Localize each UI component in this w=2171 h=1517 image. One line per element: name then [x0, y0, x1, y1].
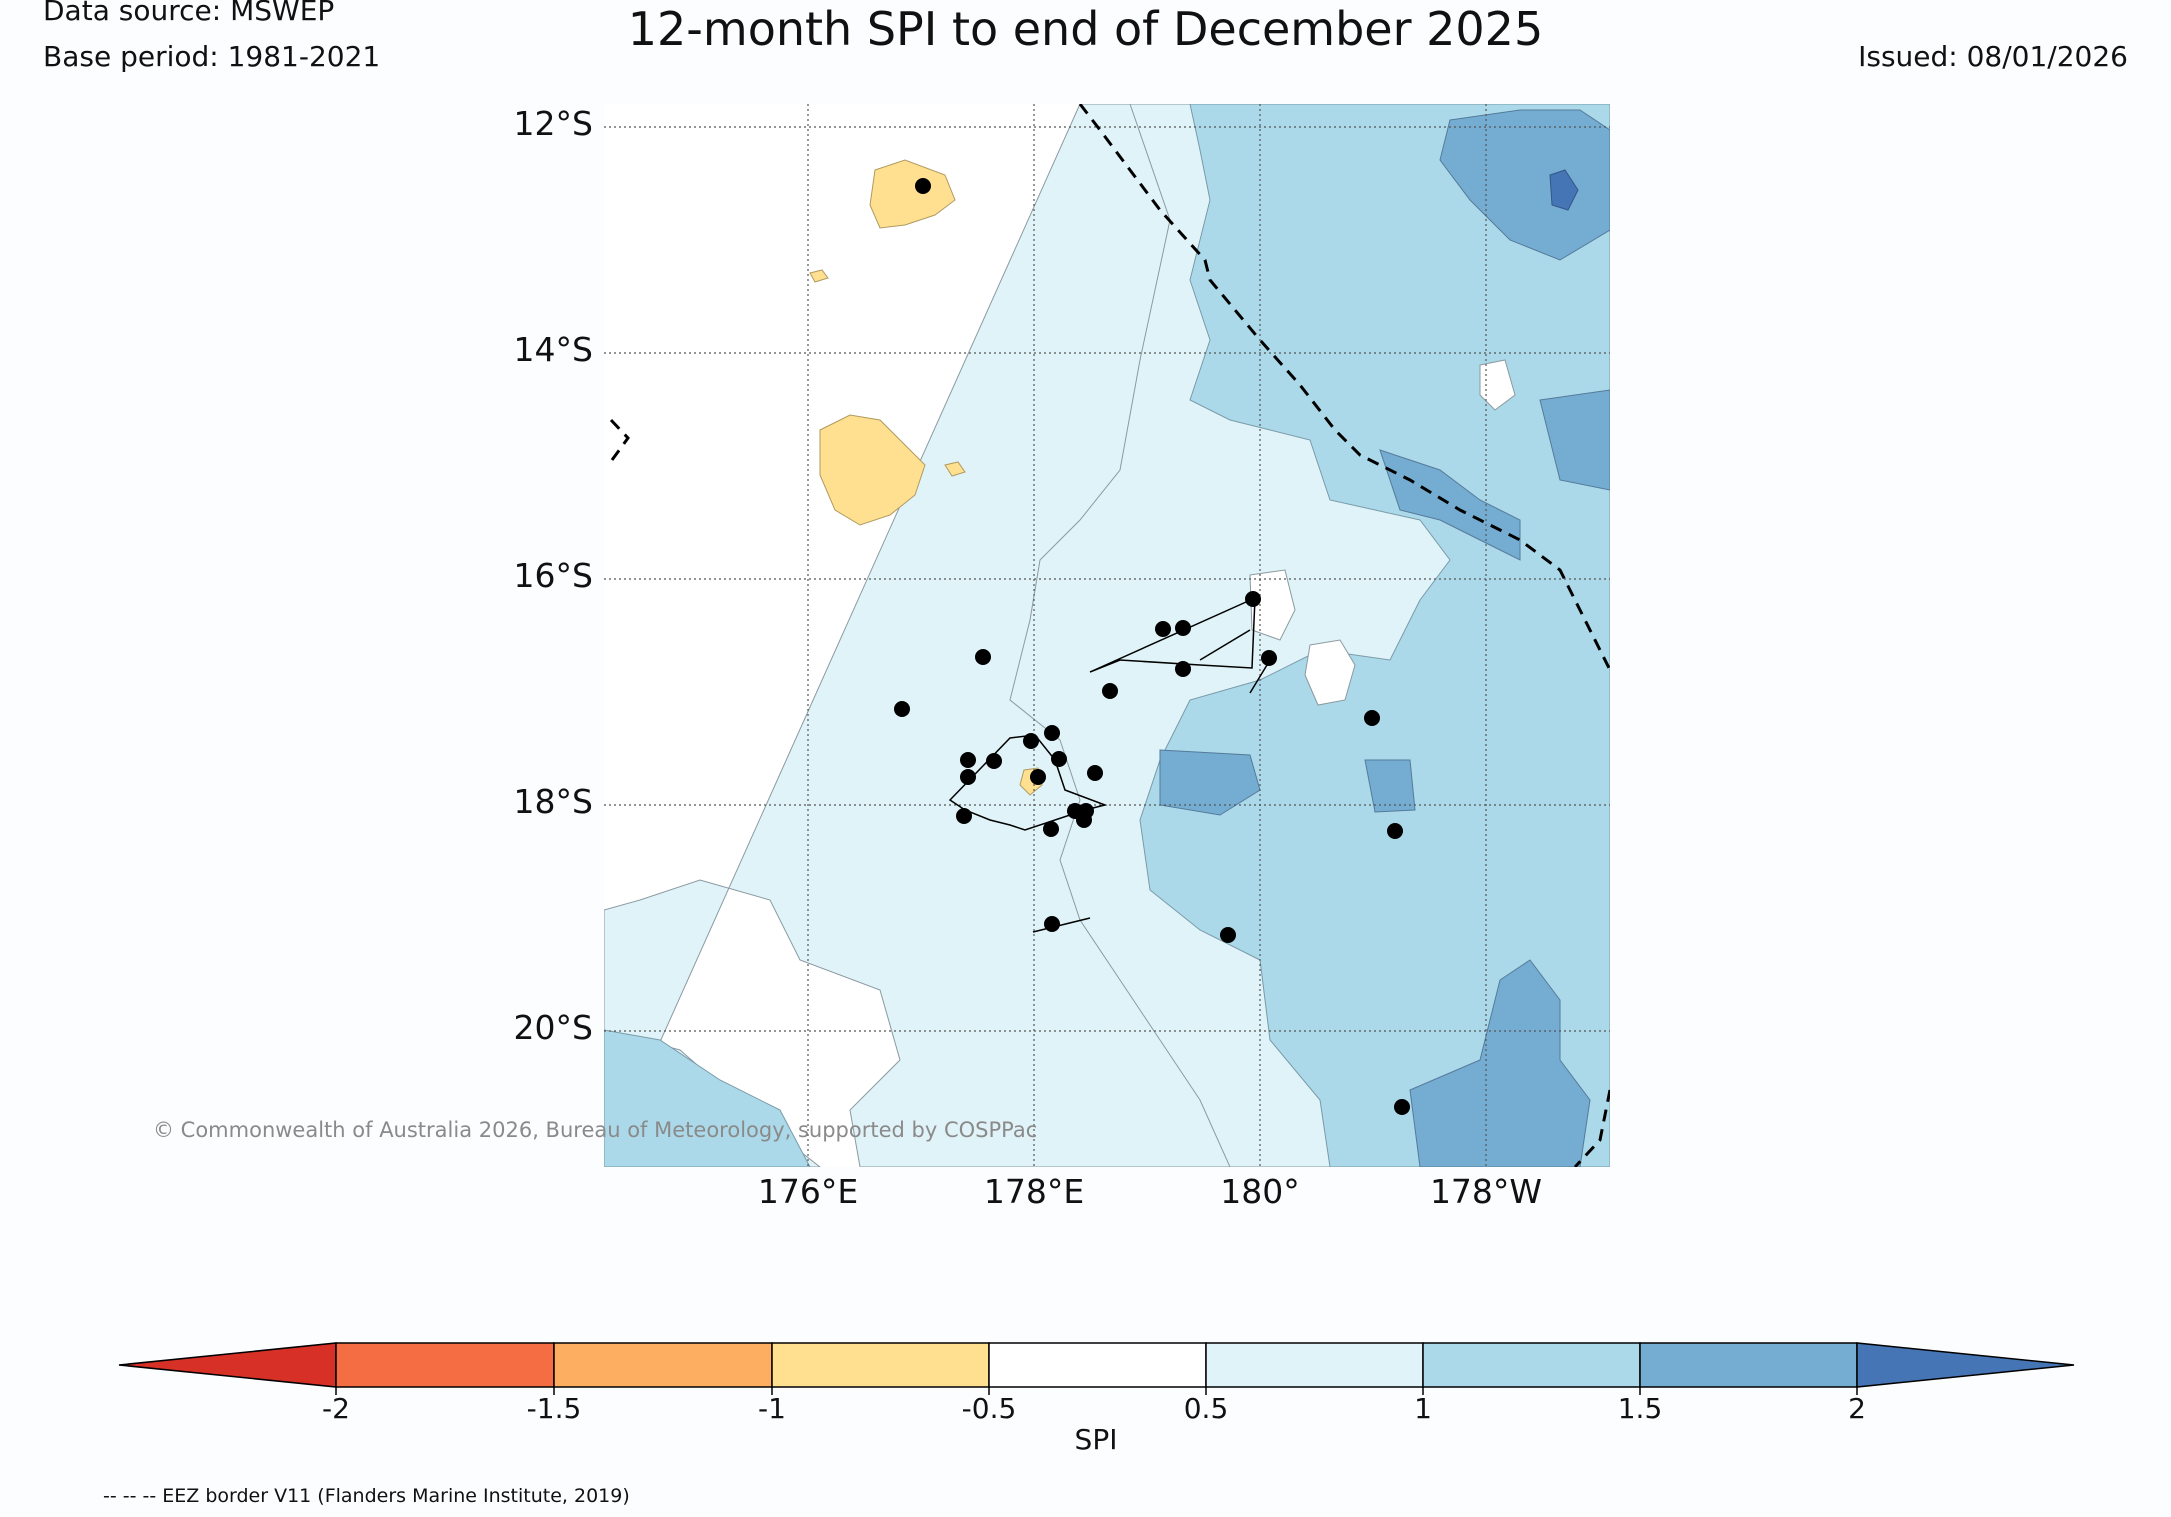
- neutral-region: [1304, 639, 1356, 706]
- station-marker: [1043, 821, 1059, 837]
- map-title: 12-month SPI to end of December 2025: [627, 2, 1544, 56]
- station-marker: [1261, 650, 1277, 666]
- colorbar-ticks: [335, 1387, 1858, 1395]
- station-marker: [986, 753, 1002, 769]
- dry-region: [819, 414, 926, 526]
- island-outline: [1032, 917, 1091, 933]
- latitude-tick-label: 14°S: [513, 330, 593, 369]
- station-marker: [1364, 710, 1380, 726]
- colorbar-tick-label: -0.5: [961, 1392, 1017, 1425]
- wet-strong-region: [1439, 109, 1610, 261]
- neutral-region: [1249, 569, 1296, 641]
- wet-strong-region: [1379, 449, 1521, 561]
- longitude-tick-label: 180°: [1220, 1172, 1300, 1211]
- base-period-label: Base period: 1981-2021: [43, 40, 381, 73]
- station-marker: [1087, 765, 1103, 781]
- wet-extreme-region: [1549, 169, 1579, 211]
- station-marker: [1044, 916, 1060, 932]
- colorbar-segment: [988, 1342, 1207, 1388]
- latitude-tick-label: 18°S: [513, 782, 593, 821]
- island-outline: [1199, 629, 1251, 661]
- neutral-region: [1479, 359, 1516, 411]
- station-marker: [915, 178, 931, 194]
- station-markers: [894, 178, 1410, 1115]
- wet-strong-region: [1364, 759, 1416, 813]
- station-marker: [1394, 1099, 1410, 1115]
- colorbar-segment: [1422, 1342, 1641, 1388]
- station-marker: [1044, 725, 1060, 741]
- eez-legend-note: -- -- -- EEZ border V11 (Flanders Marine…: [103, 1485, 630, 1507]
- colorbar-upper-extension: [1856, 1342, 2075, 1388]
- station-marker: [1155, 621, 1171, 637]
- latitude-tick-label: 20°S: [513, 1008, 593, 1047]
- data-source-label: Data source: MSWEP: [43, 0, 335, 27]
- colorbar-segment: [335, 1342, 555, 1388]
- station-marker: [1051, 751, 1067, 767]
- dry-region: [944, 461, 966, 477]
- wet-moderate-region: [604, 1029, 811, 1167]
- station-marker: [1387, 823, 1403, 839]
- dry-region: [869, 159, 956, 229]
- longitude-tick-label: 178°E: [983, 1172, 1085, 1211]
- colorbar-tick-label: 0.5: [1183, 1392, 1229, 1425]
- station-marker: [894, 701, 910, 717]
- issued-date-label: Issued: 08/01/2026: [1858, 40, 2128, 73]
- colorbar-tick-label: -2: [322, 1392, 350, 1425]
- wet-strong-region: [1539, 389, 1610, 491]
- island-outline: [1089, 596, 1256, 673]
- graticule: [604, 104, 1610, 1167]
- eez-border: [1078, 104, 1610, 671]
- station-marker: [975, 649, 991, 665]
- wet-strong-region: [1409, 959, 1591, 1167]
- colorbar-segment: [1639, 1342, 1858, 1388]
- station-marker: [960, 752, 976, 768]
- colorbar-tick-label: 1.5: [1617, 1392, 1663, 1425]
- longitude-tick-label: 178°W: [1429, 1172, 1543, 1211]
- station-marker: [960, 769, 976, 785]
- colorbar-segment: [771, 1342, 990, 1388]
- latitude-tick-label: 16°S: [513, 556, 593, 595]
- wet-strong-region: [1159, 749, 1261, 816]
- dry-region: [809, 269, 829, 283]
- station-marker: [1175, 620, 1191, 636]
- colorbar-tick-label: -1.5: [526, 1392, 582, 1425]
- colorbar-tick-label: -1: [758, 1392, 786, 1425]
- station-marker: [1245, 591, 1261, 607]
- copyright-notice: © Commonwealth of Australia 2026, Bureau…: [153, 1118, 1038, 1142]
- station-marker: [1076, 812, 1092, 828]
- station-marker: [956, 808, 972, 824]
- colorbar-tick-label: 2: [1848, 1392, 1866, 1425]
- spi-field: [604, 104, 1610, 1167]
- colorbar-segment: [1205, 1342, 1424, 1388]
- station-marker: [1102, 683, 1118, 699]
- station-marker: [1220, 927, 1236, 943]
- station-marker: [1030, 769, 1046, 785]
- latitude-tick-label: 12°S: [513, 104, 593, 143]
- longitude-tick-label: 176°E: [757, 1172, 859, 1211]
- colorbar-lower-extension: [118, 1342, 337, 1388]
- eez-border: [609, 418, 630, 461]
- colorbar-segment: [553, 1342, 773, 1388]
- colorbar-title: SPI: [1074, 1423, 1118, 1456]
- colorbar-tick-label: 1: [1414, 1392, 1432, 1425]
- station-marker: [1175, 661, 1191, 677]
- eez-border: [1573, 1089, 1610, 1167]
- station-marker: [1023, 733, 1039, 749]
